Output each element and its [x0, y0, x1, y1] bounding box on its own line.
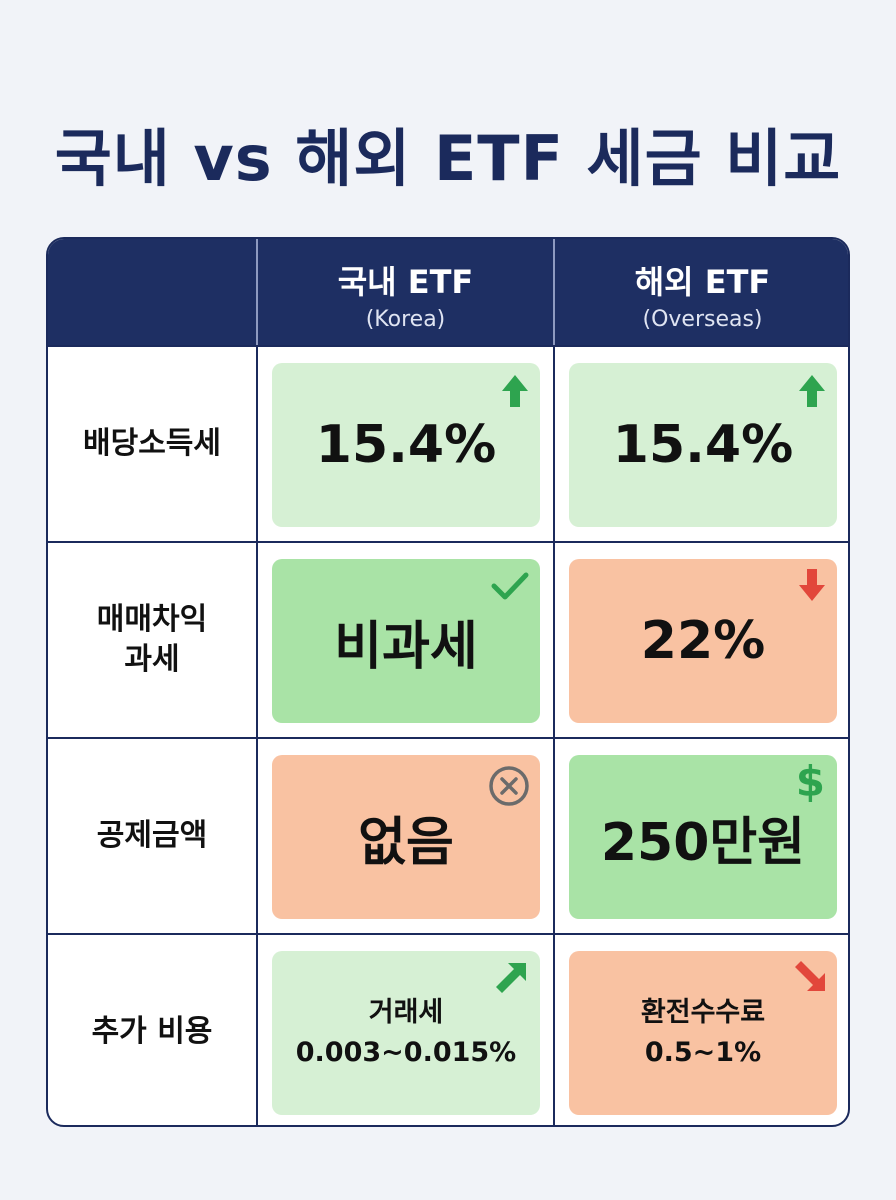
cell-text-line2: 0.003~0.015% [295, 1037, 517, 1068]
cell-value: 없음 [272, 755, 540, 919]
cell-text-line1: 거래세 [368, 996, 444, 1028]
comparison-table: 국내 ETF (Korea) 해외 ETF (Overseas) 배당소득세 1… [46, 237, 850, 1127]
cell-text: 250만원 [600, 812, 806, 873]
column-subtitle: (Korea) [365, 307, 446, 332]
table-row: 공제금액 없음 250만원 $ [48, 737, 848, 933]
arrow-down-icon [799, 569, 825, 601]
cell-text: 없음 [358, 812, 454, 873]
column-subtitle: (Overseas) [642, 307, 763, 332]
cell-value: 환전수수료 0.5~1% [569, 951, 837, 1115]
cell-value: 250만원 $ [569, 755, 837, 919]
table-row: 추가 비용 거래세 0.003~0.015% 환전수수료 0.5~1% [48, 933, 848, 1125]
cell-text: 비과세 [334, 616, 478, 677]
table-header: 국내 ETF (Korea) 해외 ETF (Overseas) [48, 239, 848, 345]
arrow-up-icon [799, 375, 825, 407]
column-header-korea: 국내 ETF (Korea) [258, 257, 553, 332]
row-label: 공제금액 [96, 817, 208, 853]
cell-text: 15.4% [612, 415, 794, 475]
cell-value: 비과세 [272, 559, 540, 723]
cell-value: 15.4% [569, 363, 837, 527]
page-title: 국내 vs 해외 ETF 세금 비교 [54, 122, 842, 195]
x-circle-icon [489, 766, 529, 806]
column-title: 국내 ETF [337, 263, 474, 301]
column-header-overseas: 해외 ETF (Overseas) [555, 257, 848, 332]
cell-value: 거래세 0.003~0.015% [272, 951, 540, 1115]
cell-text: 15.4% [315, 415, 497, 475]
table-row: 매매차익 과세 비과세 22% [48, 541, 848, 737]
table-row: 배당소득세 15.4% 15.4% [48, 345, 848, 541]
arrow-up-right-icon [496, 963, 526, 993]
arrow-down-right-icon [795, 961, 825, 991]
cell-text: 22% [640, 611, 766, 671]
cell-text-line2: 0.5~1% [644, 1037, 762, 1068]
row-label: 배당소득세 [83, 425, 221, 461]
dollar-icon: $ [795, 757, 825, 806]
cell-value: 15.4% [272, 363, 540, 527]
cell-value: 22% [569, 559, 837, 723]
check-icon [491, 572, 529, 600]
row-label: 매매차익 과세 [96, 601, 208, 678]
arrow-up-icon [502, 375, 528, 407]
row-label: 추가 비용 [91, 1013, 213, 1049]
column-title: 해외 ETF [634, 263, 771, 301]
cell-text-line1: 환전수수료 [640, 996, 766, 1028]
